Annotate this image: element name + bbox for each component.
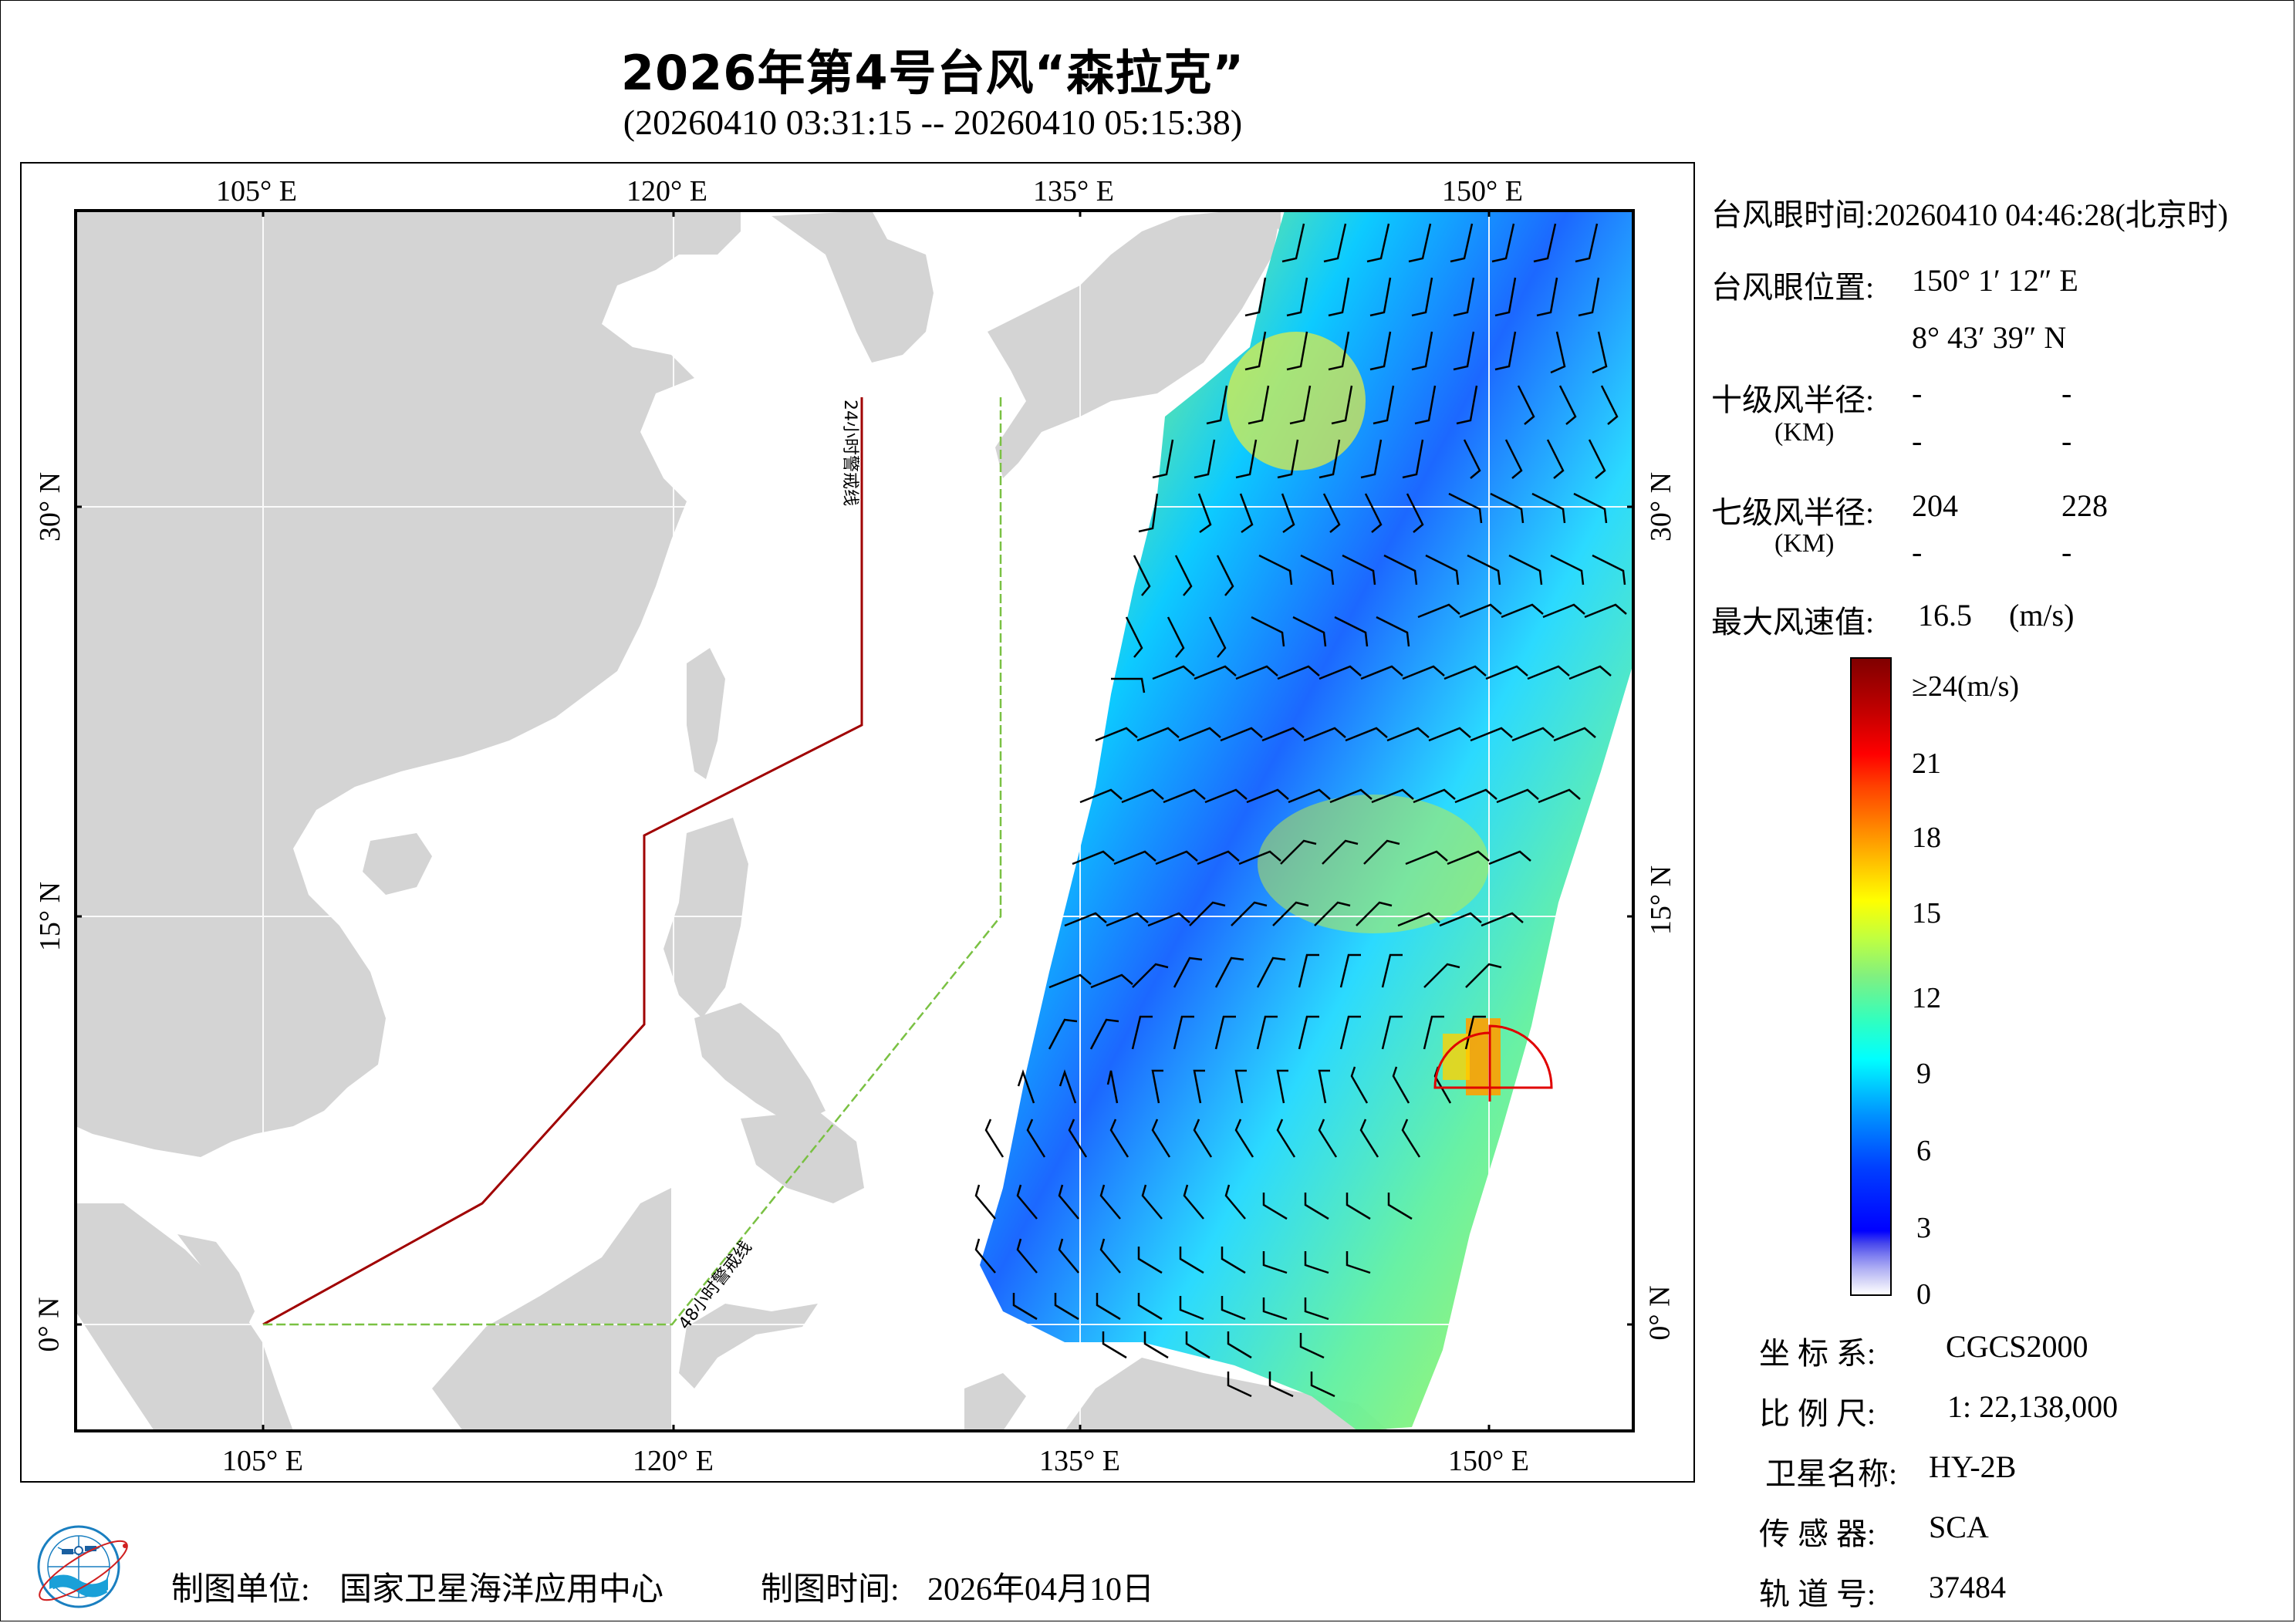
chart-subtitle: (20260410 03:31:15 -- 20260410 05:15:38): [623, 103, 1243, 142]
eye-time-value: 20260410 04:46:28(北京时): [1874, 197, 2228, 232]
producer-value: 国家卫星海洋应用中心: [339, 1572, 664, 1608]
x-tick-top-120: 120° E: [626, 175, 707, 208]
y-tick-right-15: 15° N: [1645, 865, 1678, 936]
colorbar-label-24: ≥24(m/s): [1912, 670, 2020, 703]
map-border: [74, 209, 1635, 1432]
map-frame: [20, 162, 1695, 1483]
colorbar: [1850, 657, 1892, 1296]
y-tick-left-0: 0° N: [32, 1297, 66, 1352]
y-tick-right-0: 0° N: [1643, 1285, 1676, 1341]
producer-label: 制图单位:: [171, 1572, 310, 1608]
colorbar-label-3: 3: [1916, 1212, 1931, 1244]
max-wind-unit: (m/s): [2009, 598, 2075, 633]
x-tick-top-150: 150° E: [1442, 175, 1523, 208]
tick-marks: [76, 211, 1633, 1431]
colorbar-label-18: 18: [1912, 822, 1941, 854]
r10-label: 十级风半径:: [1711, 383, 1875, 417]
wind-barbs: [974, 223, 1627, 1398]
high-wind-area: [1466, 1018, 1501, 1095]
sensor-label: 传 感 器:: [1759, 1517, 1876, 1551]
eye-lat-value: 8° 43′ 39″ N: [1912, 320, 2067, 355]
colorbar-label-0: 0: [1916, 1278, 1931, 1311]
x-tick-bottom-120: 120° E: [633, 1445, 714, 1477]
wind-radius-7-level: [1433, 1024, 1553, 1102]
r7-label: 七级风半径:: [1711, 495, 1875, 530]
eye-time-row: 台风眼时间:20260410 04:46:28(北京时): [1711, 190, 2228, 235]
chart-title: 2026年第4号台风“森拉克”: [620, 45, 1245, 101]
warning-line-24h: [262, 397, 863, 1326]
colorbar-label-15: 15: [1912, 897, 1941, 930]
warning-line-48h: [263, 397, 1002, 1326]
eye-lon-value: 150° 1′ 12″ E: [1912, 263, 2078, 298]
scale-value: 1: 22,138,000: [1947, 1389, 2119, 1424]
colorbar-label-6: 6: [1916, 1135, 1931, 1167]
satellite-value: HY-2B: [1929, 1449, 2017, 1484]
r7-value-sw: -: [1912, 535, 1923, 569]
colorbar-label-12: 12: [1912, 982, 1941, 1014]
orbit-value: 37484: [1929, 1570, 2006, 1604]
r7-value-ne: 204: [1912, 488, 1958, 523]
date-value: 2026年04月10日: [927, 1572, 1155, 1608]
land-masses: [76, 211, 1389, 1431]
nsoas-logo-icon: [37, 1525, 128, 1608]
colorbar-label-9: 9: [1916, 1058, 1931, 1090]
y-tick-left-15: 15° N: [34, 881, 67, 952]
r10-value-se: -: [2061, 376, 2072, 410]
eye-pos-label: 台风眼位置:: [1711, 270, 1875, 305]
satellite-label: 卫星名称:: [1765, 1456, 1898, 1491]
eye-time-label: 台风眼时间:: [1711, 197, 1875, 232]
sensor-value: SCA: [1929, 1510, 1989, 1544]
colorbar-label-21: 21: [1912, 747, 1941, 780]
y-tick-right-30: 30° N: [1645, 471, 1678, 542]
crs-value: CGCS2000: [1946, 1329, 2088, 1364]
r10-value-nw: -: [2061, 423, 2072, 458]
max-wind-label: 最大风速值:: [1711, 605, 1875, 639]
r10-unit: (KM): [1774, 418, 1835, 447]
x-tick-top-105: 105° E: [216, 175, 297, 208]
y-tick-left-30: 30° N: [34, 471, 67, 542]
high-wind-area: [1443, 1034, 1470, 1080]
x-tick-bottom-105: 105° E: [222, 1445, 303, 1477]
scale-label: 比 例 尺:: [1759, 1396, 1876, 1431]
x-tick-bottom-150: 150° E: [1448, 1445, 1529, 1477]
orbit-label: 轨 道 号:: [1759, 1577, 1876, 1611]
moderate-wind-area: [1258, 795, 1489, 933]
crs-label: 坐 标 系:: [1759, 1336, 1876, 1371]
x-tick-top-135: 135° E: [1033, 175, 1114, 208]
date-label: 制图时间:: [761, 1572, 900, 1608]
r10-value-sw: -: [1912, 423, 1923, 458]
moderate-wind-area: [1227, 332, 1366, 471]
x-tick-bottom-135: 135° E: [1039, 1445, 1120, 1477]
label-24h-line: 24小时警戒线: [840, 400, 859, 506]
r7-value-nw: -: [2061, 535, 2072, 569]
max-wind-value: 16.5: [1918, 598, 1972, 633]
r10-value-ne: -: [1912, 376, 1923, 410]
r7-value-se: 228: [2061, 488, 2108, 523]
r7-unit: (KM): [1774, 529, 1835, 558]
